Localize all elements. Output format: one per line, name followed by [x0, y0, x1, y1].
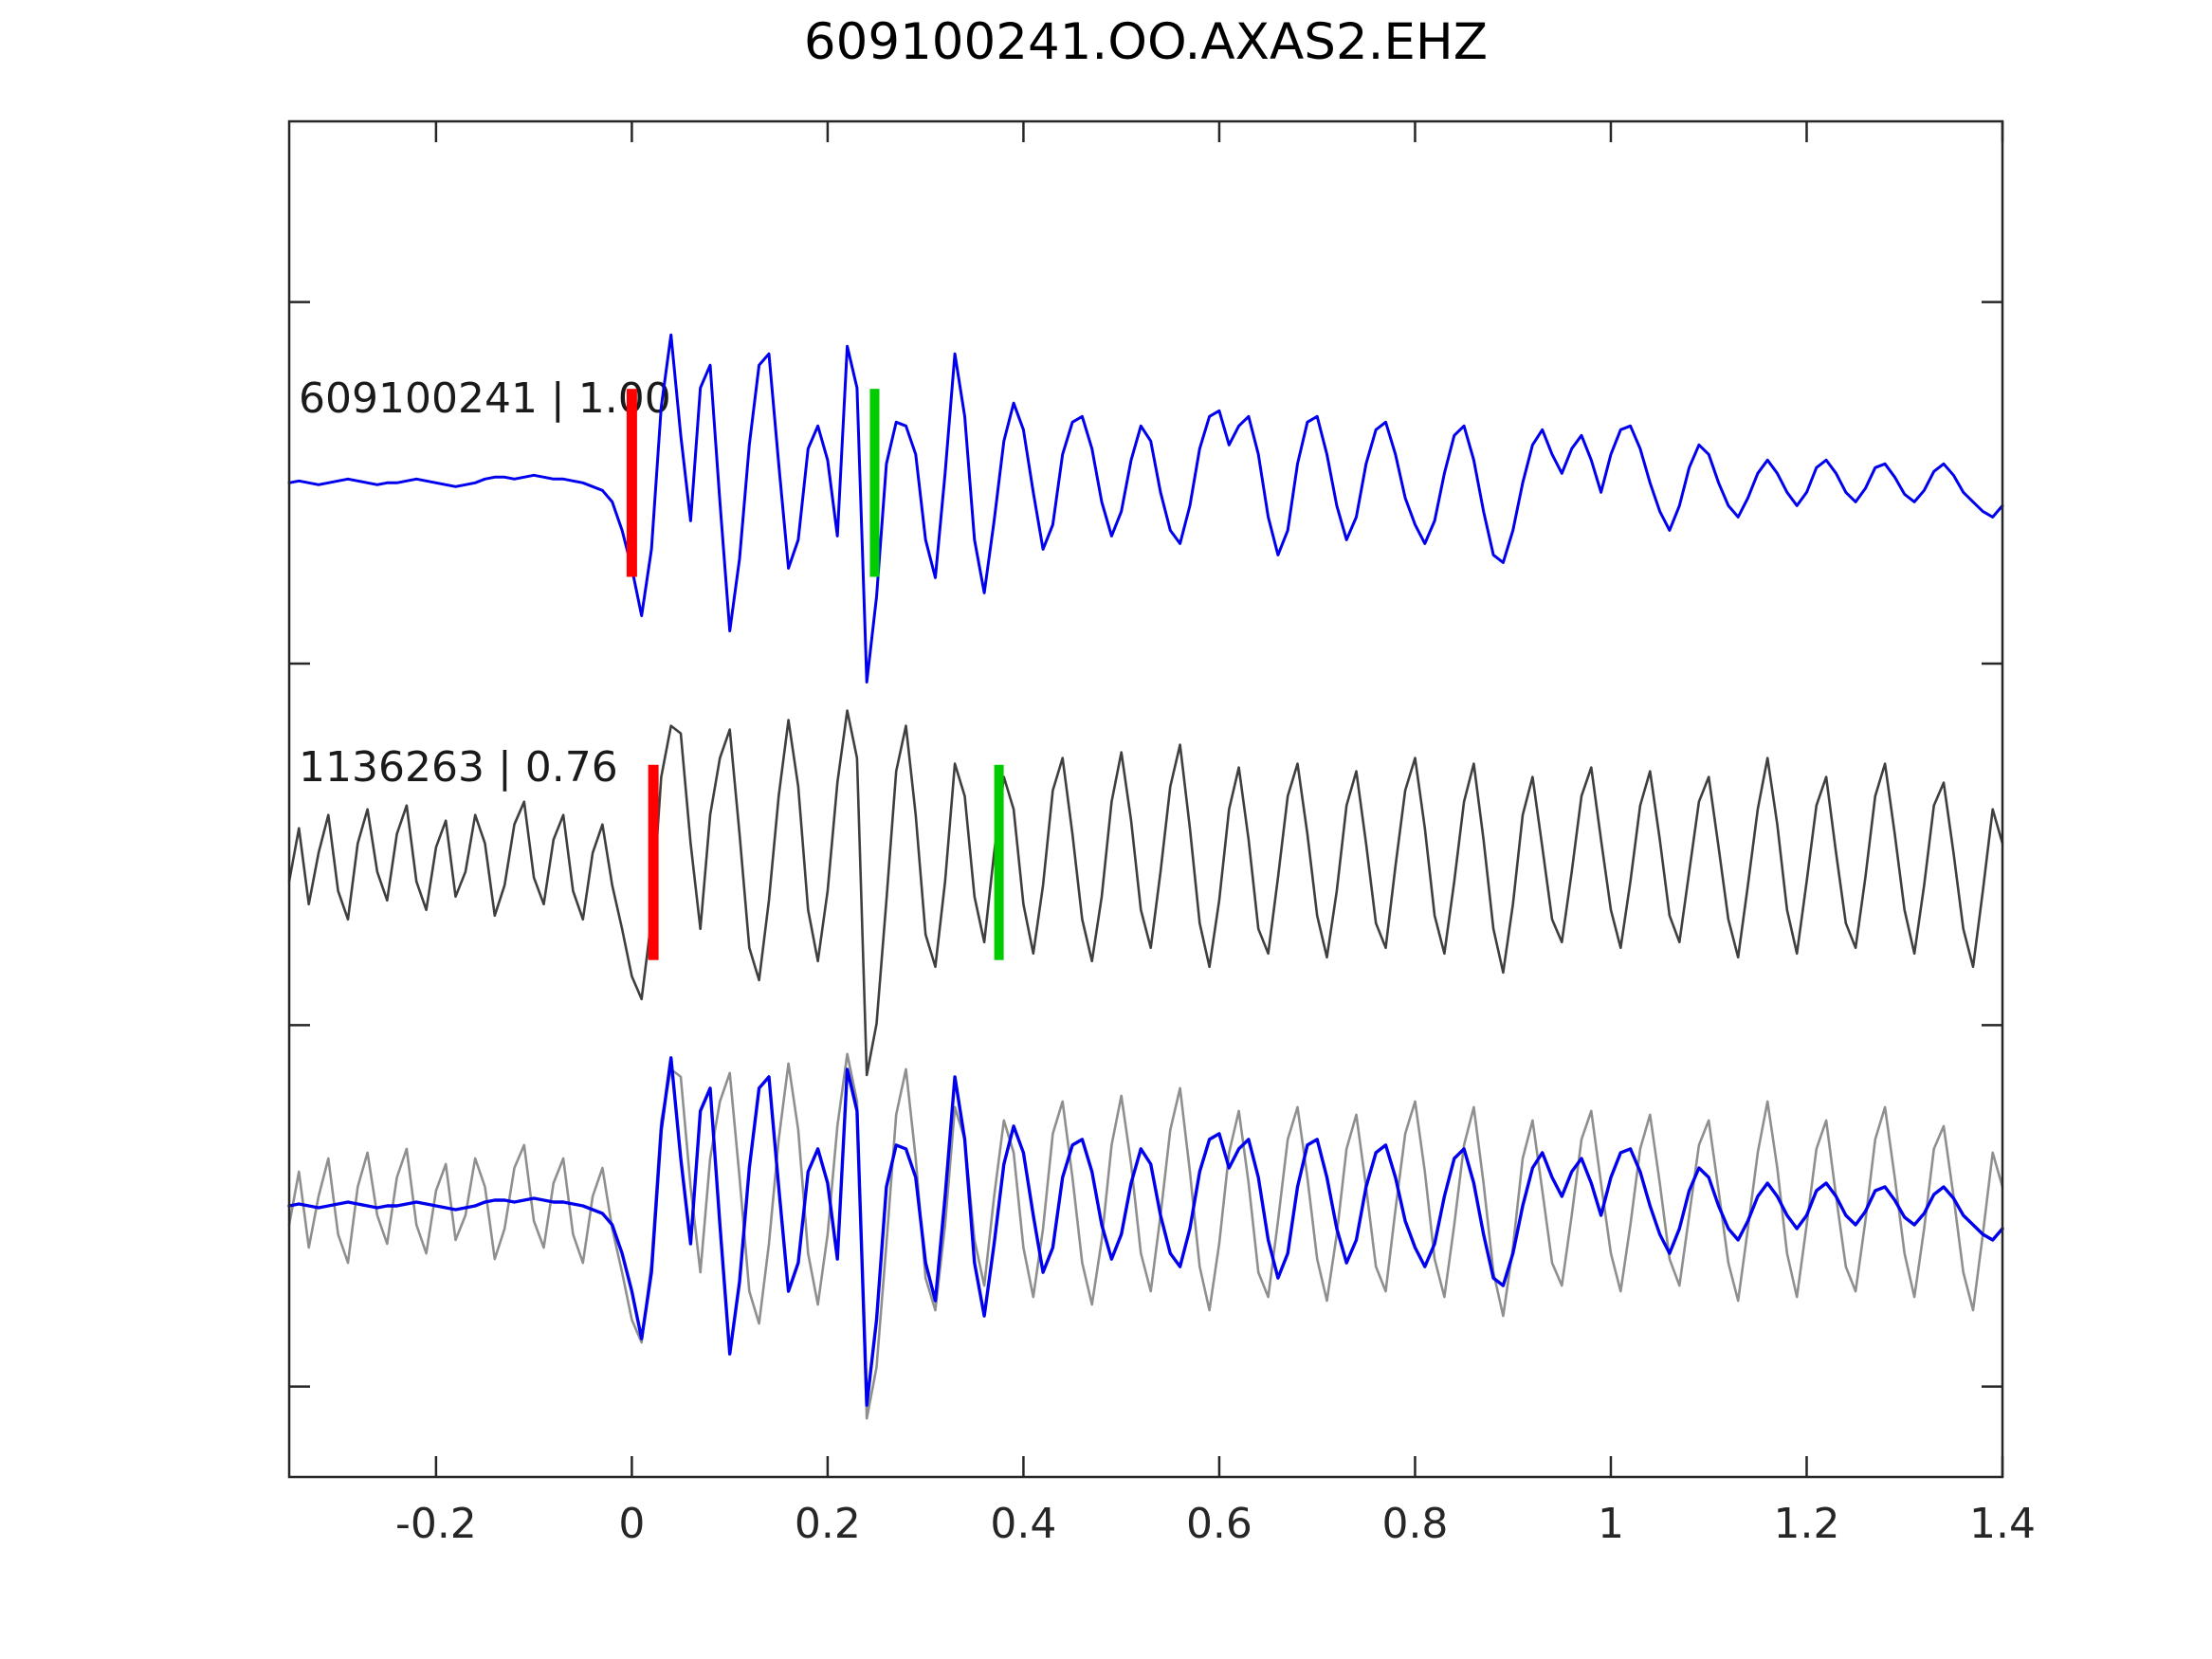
template-trace-label: 609100241 | 1.00: [299, 374, 671, 423]
x-tick-label: 0.8: [1381, 1500, 1448, 1548]
x-tick-label: -0.2: [395, 1500, 477, 1548]
x-tick-label: 0.4: [990, 1500, 1056, 1548]
pick-red-marker: [648, 764, 659, 960]
x-tick-label: 1.2: [1773, 1500, 1839, 1548]
detection-trace-label: 1136263 | 0.76: [299, 742, 618, 792]
figure-title: 609100241.OO.AXAS2.EHZ: [803, 13, 1489, 71]
overlay-traces-template-waveform: [287, 1056, 2004, 1407]
x-tick-label: 0: [618, 1500, 645, 1548]
overlay-traces-detection-waveform: [287, 1052, 2004, 1420]
detection-trace-detection-waveform: [287, 709, 2004, 1077]
plot-border: [287, 119, 2004, 1479]
x-tick-label: 0.6: [1186, 1500, 1252, 1548]
x-tick-label: 1.4: [1969, 1500, 2036, 1548]
pick-green-marker: [869, 389, 880, 577]
template-trace-template-waveform: [287, 333, 2004, 684]
x-tick-label: 0.2: [795, 1500, 861, 1548]
x-tick-label: 1: [1598, 1500, 1624, 1548]
pick-green-marker: [994, 764, 1004, 960]
pick-red-marker: [626, 389, 637, 577]
